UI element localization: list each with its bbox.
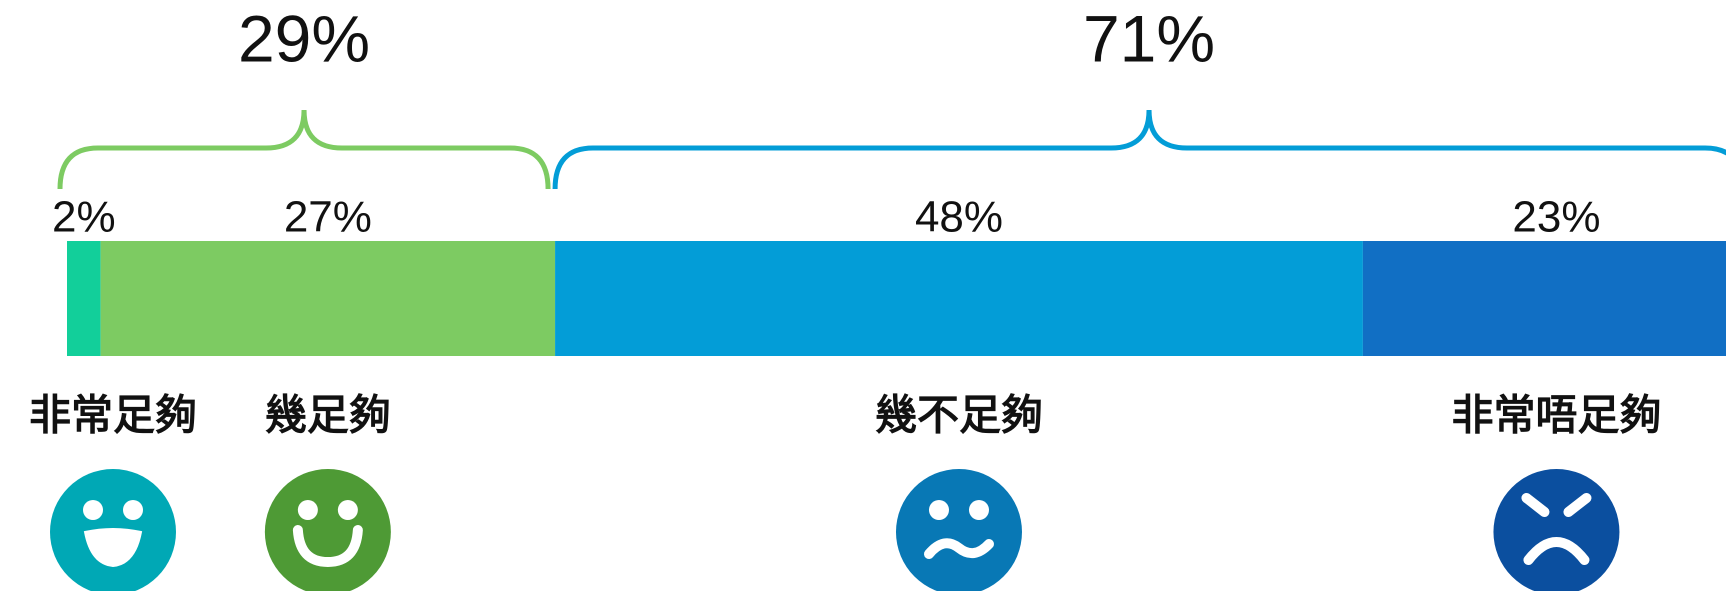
value-label: 48% — [915, 193, 1003, 242]
value-label: 2% — [52, 193, 116, 242]
eye — [337, 500, 358, 520]
face — [1493, 469, 1620, 591]
eye — [83, 500, 103, 520]
face-icon — [264, 469, 391, 591]
group-label: 29% — [238, 1, 370, 75]
category-label: 非常唔足夠 — [1451, 391, 1661, 440]
face-icon — [1493, 469, 1620, 591]
face-icon — [896, 469, 1022, 591]
bar-segment — [100, 241, 556, 356]
mouth — [292, 525, 363, 568]
face — [896, 469, 1022, 591]
bar-segment — [555, 241, 1363, 356]
eyes — [1521, 493, 1592, 517]
group-label: 71% — [1083, 1, 1215, 75]
eye — [123, 500, 143, 520]
face-icon — [50, 469, 176, 591]
mouth — [1523, 537, 1590, 565]
group-bracket — [552, 109, 1726, 190]
mouth — [83, 528, 143, 568]
category-label: 幾足夠 — [265, 391, 391, 440]
eye — [968, 500, 989, 520]
category-label: 幾不足夠 — [875, 391, 1043, 440]
group-bracket — [57, 109, 551, 190]
category-label: 非常足夠 — [29, 391, 197, 440]
value-label: 27% — [284, 193, 372, 242]
bar-segment — [67, 241, 101, 356]
eye — [297, 500, 318, 520]
face — [264, 469, 391, 591]
value-label: 23% — [1512, 193, 1600, 242]
mouth — [923, 538, 994, 559]
bar-segment — [1362, 241, 1726, 356]
eye — [928, 500, 949, 520]
